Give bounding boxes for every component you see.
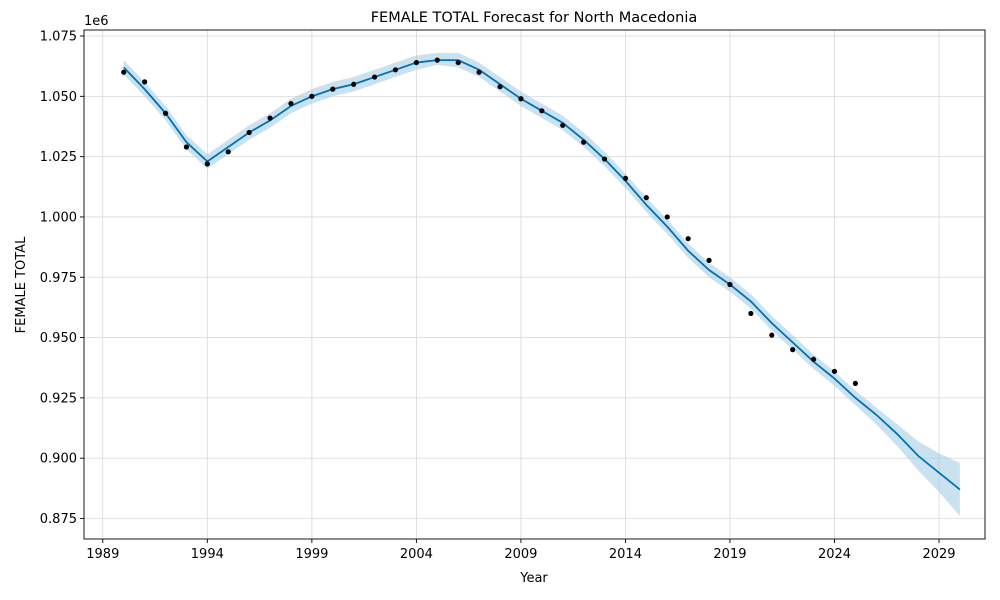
observed-point xyxy=(183,144,190,150)
observed-point xyxy=(601,156,608,162)
observed-point xyxy=(330,86,336,92)
y-tick-label: 1.025 xyxy=(40,150,77,165)
y-tick-label: 1.000 xyxy=(40,210,77,225)
observed-point xyxy=(246,129,252,136)
observed-point xyxy=(413,59,419,66)
observed-point xyxy=(392,67,399,73)
y-offset-label: 1e6 xyxy=(84,14,109,29)
observed-point xyxy=(121,69,127,75)
y-tick-label: 0.975 xyxy=(40,271,77,286)
observed-point xyxy=(831,368,838,374)
observed-point xyxy=(560,122,566,128)
observed-point xyxy=(351,81,357,87)
x-tick-label: 1999 xyxy=(295,547,328,562)
x-tick-label: 2029 xyxy=(922,547,955,562)
observed-point xyxy=(434,57,440,63)
grid-lines xyxy=(84,30,985,539)
x-tick-label: 1989 xyxy=(86,547,119,562)
x-tick-label: 1994 xyxy=(191,547,224,562)
observed-point xyxy=(727,281,733,288)
x-tick-label: 2004 xyxy=(400,547,433,562)
y-tick-label: 1.075 xyxy=(40,30,77,45)
x-axis-ticks: 1989 1994 1999 2004 2009 2014 2019 2024 2029 xyxy=(86,539,956,562)
y-tick-label: 0.925 xyxy=(40,391,77,406)
observed-point xyxy=(497,84,503,90)
y-tick-label: 0.900 xyxy=(40,452,77,467)
observed-point xyxy=(204,161,210,167)
y-tick-label: 1.050 xyxy=(40,90,77,105)
observed-point xyxy=(581,139,587,145)
y-axis-ticks: 0.875 0.900 0.925 0.950 0.975 1.000 1.025 1.050… xyxy=(40,30,84,527)
observed-point xyxy=(622,175,629,181)
observed-point xyxy=(643,195,649,201)
observed-point xyxy=(225,149,231,155)
observed-point xyxy=(769,332,775,338)
x-tick-label: 2014 xyxy=(609,547,642,562)
x-tick-label: 2009 xyxy=(504,547,537,562)
observed-point xyxy=(309,93,315,99)
plot-frame xyxy=(83,29,986,540)
observed-point xyxy=(267,115,273,121)
observed-point xyxy=(852,380,858,387)
observed-point xyxy=(685,236,691,242)
observed-point xyxy=(539,108,545,114)
x-axis-label: Year xyxy=(519,571,548,586)
y-tick-label: 0.875 xyxy=(40,512,77,527)
observed-point xyxy=(790,347,796,353)
x-tick-label: 2019 xyxy=(713,547,746,562)
y-tick-label: 0.950 xyxy=(40,331,77,346)
observed-point xyxy=(142,79,148,85)
x-tick-label: 2024 xyxy=(818,547,851,562)
y-axis-label: FEMALE TOTAL xyxy=(14,236,29,333)
observed-point xyxy=(518,96,524,102)
observed-point xyxy=(455,59,461,66)
observed-point xyxy=(288,100,294,107)
observed-point xyxy=(664,214,670,220)
observed-point xyxy=(476,69,482,75)
observed-point xyxy=(706,257,712,263)
chart-title: FEMALE TOTAL Forecast for North Macedoni… xyxy=(371,10,698,26)
observed-point xyxy=(371,74,378,80)
observed-point xyxy=(810,356,817,362)
observed-point xyxy=(748,310,754,317)
observed-points-layer xyxy=(121,57,858,387)
observed-point xyxy=(162,110,169,116)
